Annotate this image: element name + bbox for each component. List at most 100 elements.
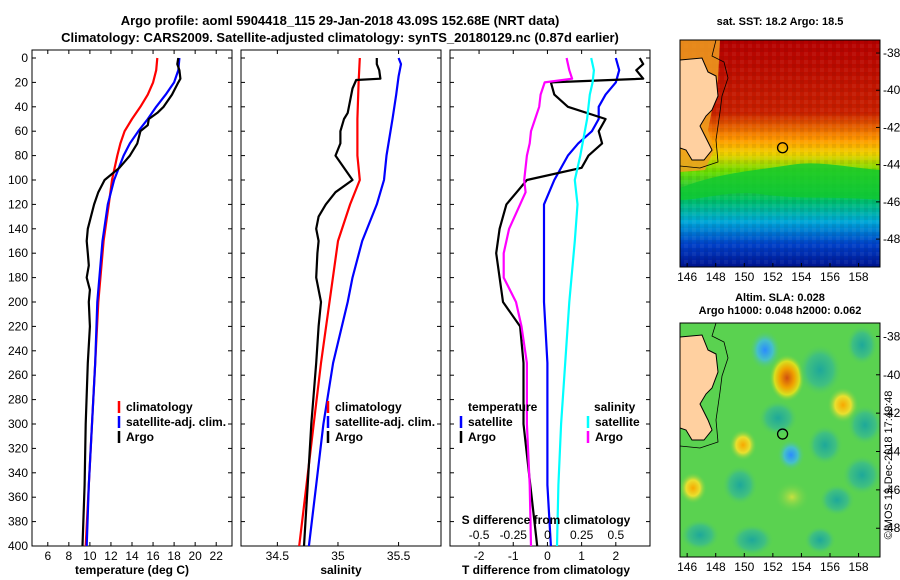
x-tick-label: 22 (210, 549, 224, 563)
sla-map-title1: Altim. SLA: 0.028 (735, 292, 825, 304)
sla-eddy (729, 429, 757, 461)
depth-tick-label: 400 (8, 539, 28, 553)
x-tick-label: 35.5 (387, 549, 411, 563)
sst-map (680, 40, 880, 267)
x-tick-label-salinity: -0.25 (500, 528, 528, 542)
sla-eddy (819, 484, 855, 516)
copyright-footer: ©IMOS 19-Dec-2018 17:49:48 (883, 391, 895, 540)
depth-axis: 0 20 40 60 80 100 120 140 160 180 200 220 240 260 280 3… (8, 51, 650, 553)
sla-bathymetry-contour (680, 323, 729, 449)
depth-tick-label: 220 (8, 319, 28, 333)
sla-eddy (807, 425, 843, 465)
sla-map (680, 323, 880, 557)
map-lon-label: 150 (734, 270, 754, 284)
difference-series-group (495, 57, 645, 546)
depth-tick-label: 340 (8, 466, 28, 480)
series-line-climatology (298, 57, 361, 546)
map-lon-label: 146 (677, 560, 697, 574)
temperature-plot-frame (31, 49, 233, 547)
sla-eddy (680, 519, 720, 551)
map-lat-label: -48 (883, 232, 900, 246)
series-line-s-satellite (555, 57, 596, 546)
depth-tick-label: 60 (15, 124, 29, 138)
x-tick-label-salinity: 0.25 (570, 528, 594, 542)
sla-map-frame (679, 322, 881, 558)
x-tick-label: 20 (188, 549, 202, 563)
sla-eddy (842, 455, 880, 495)
map-lon-label: 152 (763, 270, 783, 284)
argo-position-marker (776, 428, 789, 440)
map-lon-label: 148 (706, 560, 726, 574)
map-lon-label: 156 (820, 560, 840, 574)
map-lon-label: 152 (763, 560, 783, 574)
sst-bathymetry-contour (680, 40, 729, 169)
sla-eddy (804, 526, 836, 554)
depth-tick-label: 80 (15, 149, 29, 163)
difference-xlabel-salinity: S difference from climatology (462, 513, 631, 527)
sst-land-coastline (680, 57, 719, 161)
series-line-t-satellite (542, 57, 621, 546)
depth-tick-label: 0 (21, 51, 28, 65)
x-tick-label: 8 (65, 549, 72, 563)
depth-tick-label: 280 (8, 393, 28, 407)
sla-eddy (774, 481, 810, 513)
legend-label-T-argo: Argo (468, 430, 496, 444)
depth-tick-label: 100 (8, 173, 28, 187)
depth-tick-label: 180 (8, 271, 28, 285)
legend-header-salinity: salinity (594, 400, 636, 414)
temperature-series-group (81, 57, 182, 546)
depth-tick-label: 380 (8, 515, 28, 529)
map-lat-label: -40 (883, 368, 900, 382)
legend-label-satellite: satellite-adj. clim. (335, 415, 435, 429)
map-lat-label: -44 (883, 445, 900, 459)
depth-tick-label: 160 (8, 246, 28, 260)
depth-tick-label: 300 (8, 417, 28, 431)
map-lat-label: -42 (883, 406, 900, 420)
legend-label-S-satellite: satellite (595, 415, 640, 429)
sla-eddy (846, 325, 878, 365)
sla-eddy (749, 330, 781, 370)
depth-tick-label: 200 (8, 295, 28, 309)
map-lat-label: -38 (883, 329, 900, 343)
salinity-series-group (298, 57, 403, 546)
temperature-xlabel: temperature (deg C) (75, 563, 189, 577)
legend-label-climatology: climatology (335, 400, 402, 414)
x-tick-label: -2 (474, 549, 485, 563)
x-tick-label-salinity: -0.5 (469, 528, 490, 542)
map-lat-label: -42 (883, 120, 900, 134)
legend-label-argo: Argo (335, 430, 363, 444)
map-lon-label: 158 (849, 560, 869, 574)
legend-label-S-argo: Argo (595, 430, 623, 444)
x-tick-label: 6 (44, 549, 51, 563)
legend-label-T-satellite: satellite (468, 415, 513, 429)
series-line-argo (302, 58, 382, 546)
sla-eddy (730, 524, 774, 556)
difference-plot-frame (449, 49, 651, 547)
difference-legend-temperature: temperature satellite Argo (459, 400, 538, 444)
sla-land-coastline (680, 334, 719, 441)
map-lat-label: -48 (883, 521, 900, 535)
temperature-legend: climatology satellite-adj. clim. Argo (117, 400, 226, 444)
x-tick-label-salinity: 0.5 (607, 528, 624, 542)
series-line-satellite-adj-clim- (85, 57, 181, 546)
salinity-legend: climatology satellite-adj. clim. Argo (326, 400, 435, 444)
x-ticks-group: 6 8 10 12 14 16 18 20 22 34.5 35 35.5 -2 -1 0 1 2-0.5 -0.… (44, 50, 624, 563)
sla-eddy (769, 354, 805, 402)
sla-map-title2: Argo h1000: 0.048 h2000: 0.062 (699, 305, 862, 317)
depth-tick-label: 320 (8, 441, 28, 455)
map-lat-label: -44 (883, 158, 900, 172)
map-lat-label: -46 (883, 483, 900, 497)
series-line-satellite-adj-clim- (307, 57, 403, 546)
depth-tick-label: 240 (8, 344, 28, 358)
figure-title-line2: Climatology: CARS2009. Satellite-adjuste… (61, 30, 619, 45)
map-lon-label: 146 (677, 270, 697, 284)
x-tick-label: 0 (544, 549, 551, 563)
sst-map-frame (679, 39, 881, 268)
depth-tick-label: 260 (8, 368, 28, 382)
sla-eddy (798, 344, 842, 396)
sla-eddy (777, 439, 805, 471)
x-tick-label: 35 (331, 549, 345, 563)
sst-map-title: sat. SST: 18.2 Argo: 18.5 (717, 16, 844, 28)
map-lat-label: -46 (883, 195, 900, 209)
